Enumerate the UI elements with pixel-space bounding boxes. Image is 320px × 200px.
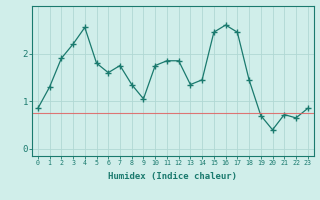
- X-axis label: Humidex (Indice chaleur): Humidex (Indice chaleur): [108, 172, 237, 181]
